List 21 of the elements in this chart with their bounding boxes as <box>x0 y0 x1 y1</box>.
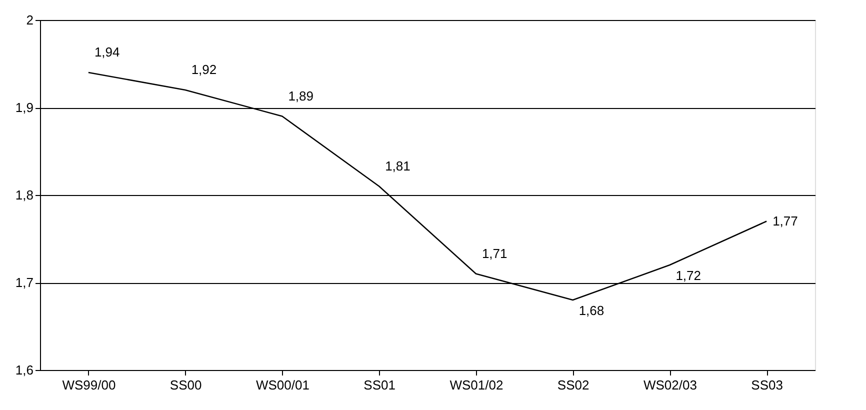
text: 1,92 <box>191 62 217 77</box>
y-tick-label: 1,6 <box>15 362 34 378</box>
text: 1,89 <box>288 88 314 104</box>
text: 1,81 <box>385 158 410 174</box>
x-tick-label: SS03 <box>751 378 783 392</box>
y-tick-label: 2 <box>26 12 34 28</box>
x-tick-label: SS02 <box>557 378 590 392</box>
x-tick-label: WS02/03 <box>643 378 697 392</box>
x-tick-label: WS00/01 <box>256 378 310 392</box>
x-tick-label: SS01 <box>364 378 396 392</box>
x-tick-label: WS99/00 <box>62 378 116 392</box>
text: 1,71 <box>482 246 508 261</box>
text: 1,94 <box>94 44 120 60</box>
text: 1,77 <box>772 213 798 228</box>
x-tick-label: WS01/02 <box>450 378 504 392</box>
text: 1,72 <box>676 268 701 283</box>
y-tick-label: 1,7 <box>15 275 34 290</box>
y-tick-label: 1,8 <box>15 188 34 202</box>
text: 1,68 <box>578 303 604 318</box>
y-tick-label: 1,9 <box>15 100 34 115</box>
x-tick-label: SS00 <box>170 378 202 392</box>
